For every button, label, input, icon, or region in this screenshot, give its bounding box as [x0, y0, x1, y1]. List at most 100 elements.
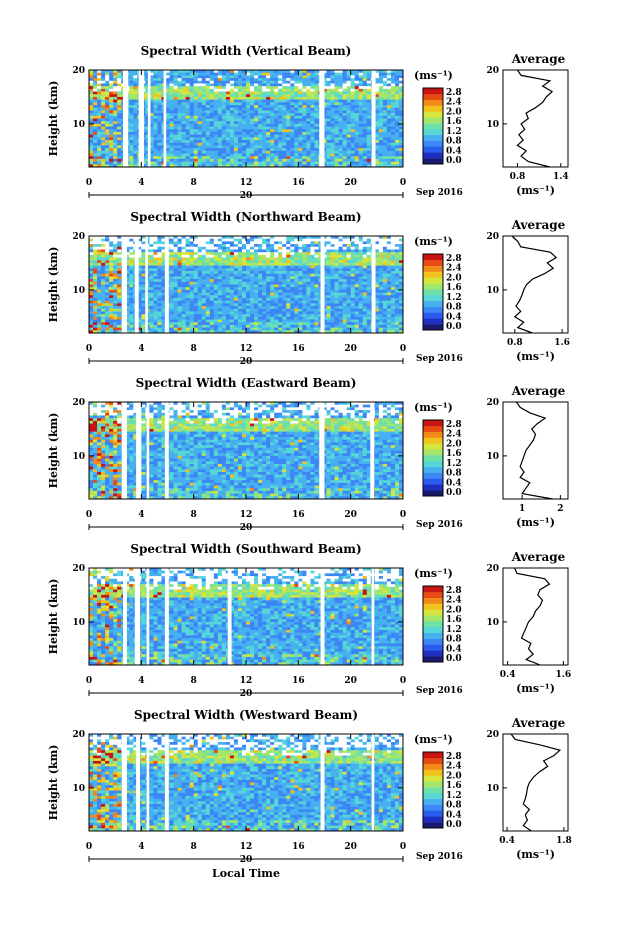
heatmap-cell [153, 70, 158, 73]
heatmap-cell [262, 236, 267, 239]
heatmap-cell [137, 295, 142, 299]
heatmap-cell [225, 129, 231, 133]
heatmap-cell [394, 123, 400, 127]
heatmap-cell [270, 246, 275, 250]
heatmap-cell [338, 252, 343, 256]
heatmap-cell [302, 123, 307, 127]
heatmap-cell [314, 142, 319, 146]
heatmap-cell [270, 257, 275, 261]
heatmap-cell [145, 99, 150, 103]
heatmap-cell [149, 70, 154, 73]
heatmap-cell [310, 126, 315, 130]
heatmap-cell [270, 140, 275, 144]
heatmap-cell [177, 273, 182, 277]
heatmap-cell [229, 156, 235, 160]
heatmap-cell [181, 164, 186, 168]
heatmap-cell [225, 273, 231, 277]
heatmap-cell [117, 260, 122, 264]
heatmap-cell [185, 289, 190, 293]
heatmap-cell [181, 148, 186, 152]
heatmap-cell [109, 284, 114, 288]
heatmap-cell [193, 303, 198, 307]
heatmap-cell [157, 105, 162, 109]
heatmap-cell [286, 137, 291, 141]
heatmap-cell [346, 265, 351, 269]
heatmap-cell [330, 241, 335, 245]
heatmap-cell [185, 287, 190, 291]
heatmap-cell [258, 102, 263, 106]
heatmap-cell [338, 303, 343, 307]
heatmap-cell [246, 265, 251, 269]
heatmap-cell [189, 113, 194, 117]
heatmap-cell [286, 72, 291, 76]
heatmap-cell [169, 118, 174, 122]
heatmap-cell [310, 279, 315, 283]
heatmap-cell [149, 107, 154, 111]
heatmap-cell [378, 161, 384, 165]
heatmap-cell [201, 292, 207, 296]
heatmap-cell [250, 134, 255, 138]
x-tick-label: 16 [292, 178, 305, 188]
heatmap-cell [354, 271, 360, 275]
heatmap-cell [334, 236, 339, 239]
heatmap-cell [302, 94, 307, 98]
heatmap-cell [193, 281, 198, 285]
heatmap-cell [141, 260, 146, 264]
heatmap-cell [290, 292, 295, 296]
heatmap-cell [306, 241, 311, 245]
heatmap-cell [338, 91, 343, 95]
heatmap-cell [225, 262, 231, 266]
heatmap-cell [298, 150, 303, 154]
heatmap-cell [113, 246, 118, 250]
heatmap-cell [117, 131, 122, 135]
heatmap-cell [241, 86, 247, 90]
heatmap-cell [237, 115, 243, 119]
heatmap-cell [237, 131, 243, 135]
heatmap-cell [382, 134, 388, 138]
colorbar-tick-label: 1.2 [446, 127, 462, 137]
heatmap-cell [274, 268, 279, 272]
heatmap-cell [262, 137, 267, 141]
heatmap-cell [213, 102, 219, 106]
heatmap-cell [213, 284, 219, 288]
heatmap-cell [193, 88, 198, 92]
heatmap-cell [258, 137, 263, 141]
heatmap-cell [290, 107, 295, 111]
heatmap-cell [262, 260, 267, 264]
heatmap-cell [362, 287, 368, 291]
heatmap-cell [189, 268, 194, 272]
heatmap-cell [386, 102, 392, 106]
heatmap-cell [169, 265, 174, 269]
heatmap-cell [93, 276, 98, 280]
heatmap-cell [278, 281, 283, 285]
heatmap-cell [346, 78, 351, 82]
heatmap-cell [233, 244, 239, 248]
heatmap-cell [274, 129, 279, 133]
heatmap-cell [201, 260, 207, 264]
heatmap-cell [354, 126, 360, 130]
heatmap-cell [314, 238, 319, 242]
heatmap-cell [378, 153, 384, 157]
heatmap-cell [306, 257, 311, 261]
heatmap-cell [334, 297, 339, 301]
heatmap-cell [298, 110, 303, 114]
heatmap-cell [366, 271, 372, 275]
heatmap-cell [290, 303, 295, 307]
heatmap-cell [278, 164, 283, 168]
heatmap-cell [217, 252, 223, 256]
heatmap-cell [374, 150, 380, 154]
heatmap-cell [89, 257, 94, 261]
heatmap-cell [398, 99, 404, 103]
heatmap-cell [89, 241, 94, 245]
heatmap-cell [109, 72, 114, 76]
heatmap-cell [294, 292, 299, 296]
heatmap-cell [294, 83, 299, 87]
heatmap-cell [270, 153, 275, 157]
heatmap-cell [270, 118, 275, 122]
heatmap-cell [113, 72, 118, 76]
heatmap-cell [310, 241, 315, 245]
heatmap-cell [141, 241, 146, 245]
heatmap-cell [117, 249, 122, 253]
heatmap-cell [258, 88, 263, 92]
heatmap-cell [189, 260, 194, 264]
